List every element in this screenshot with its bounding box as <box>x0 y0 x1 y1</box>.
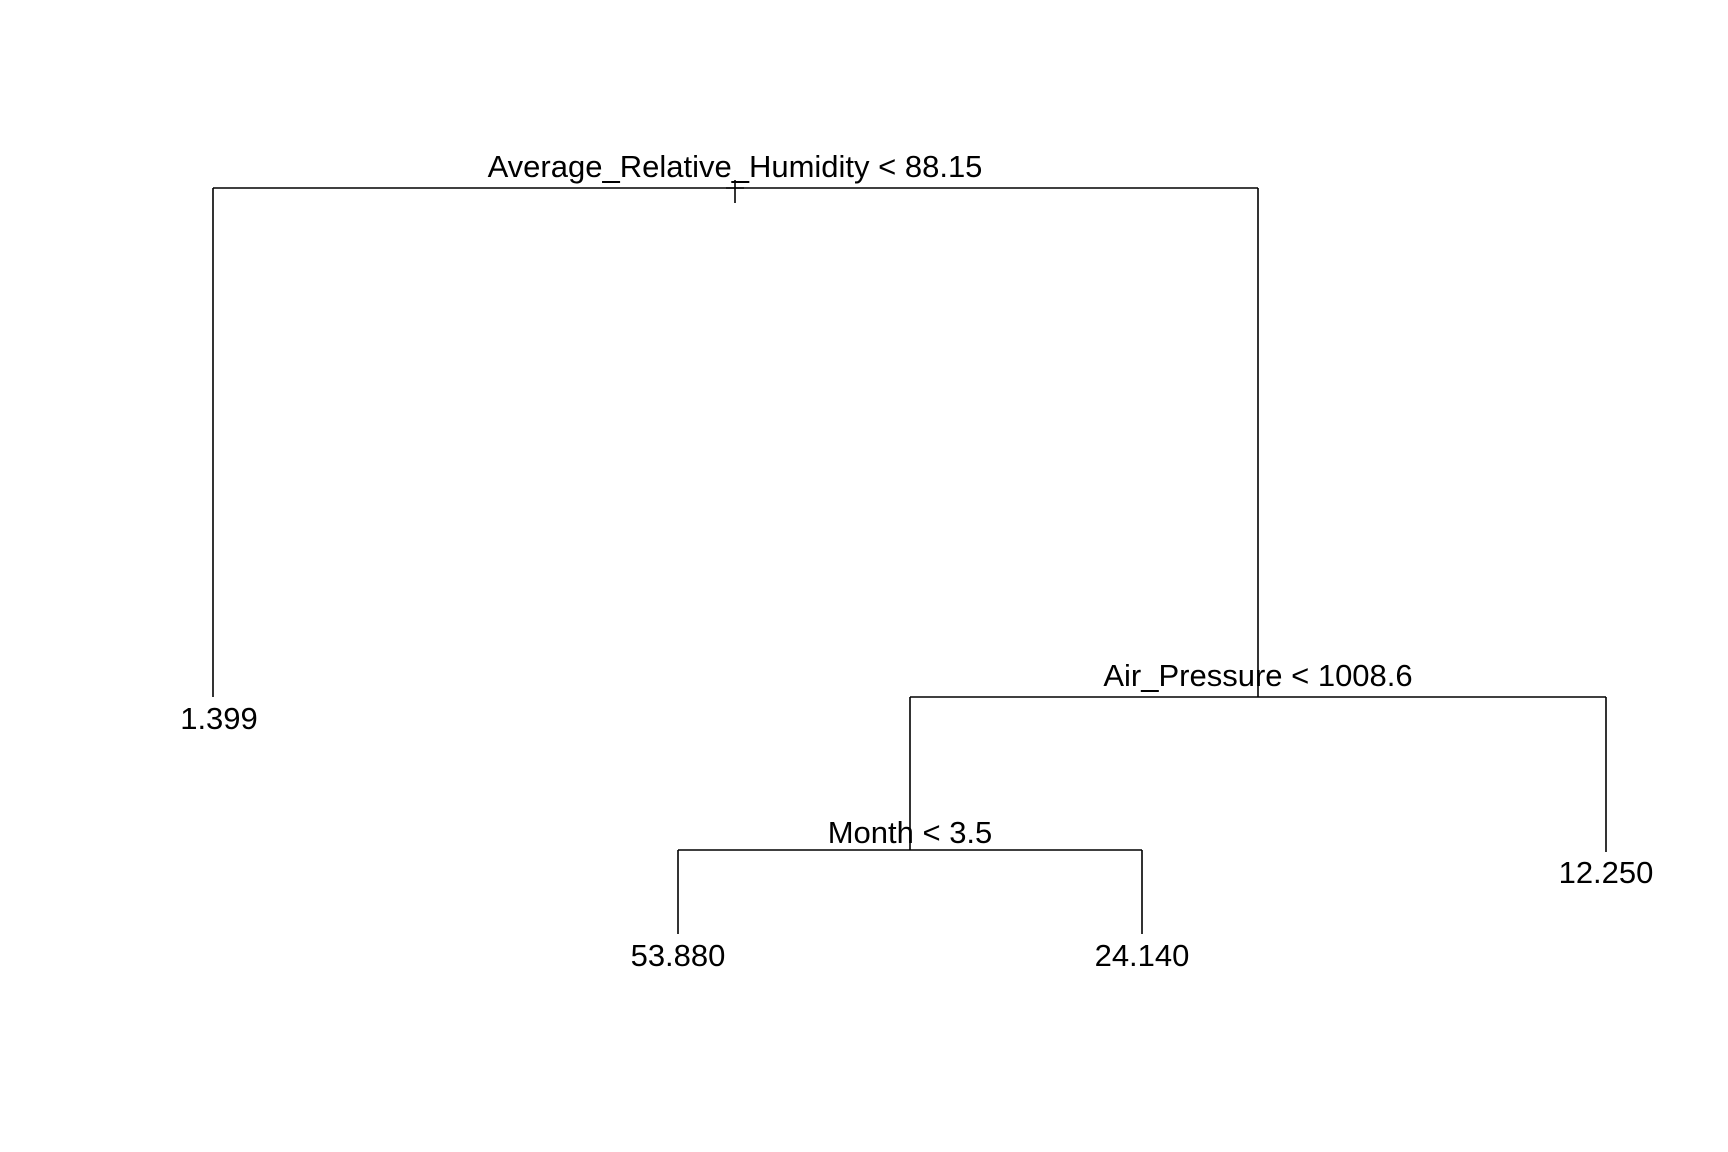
leaf-label-month-late: 24.140 <box>1095 938 1190 973</box>
leaf-label-month-early: 53.880 <box>631 938 726 973</box>
leaf-label-humidity-low: 1.399 <box>180 701 258 736</box>
month-split-branch <box>677 849 1143 934</box>
root-split-branch <box>212 180 1259 697</box>
air-pressure-split-branch <box>909 696 1607 852</box>
air-pressure-split-label: Air_Pressure < 1008.6 <box>1103 658 1412 693</box>
leaf-label-pressure-high: 12.250 <box>1559 855 1654 890</box>
month-split-label: Month < 3.5 <box>828 815 993 850</box>
root-split-label: Average_Relative_Humidity < 88.15 <box>488 149 983 184</box>
